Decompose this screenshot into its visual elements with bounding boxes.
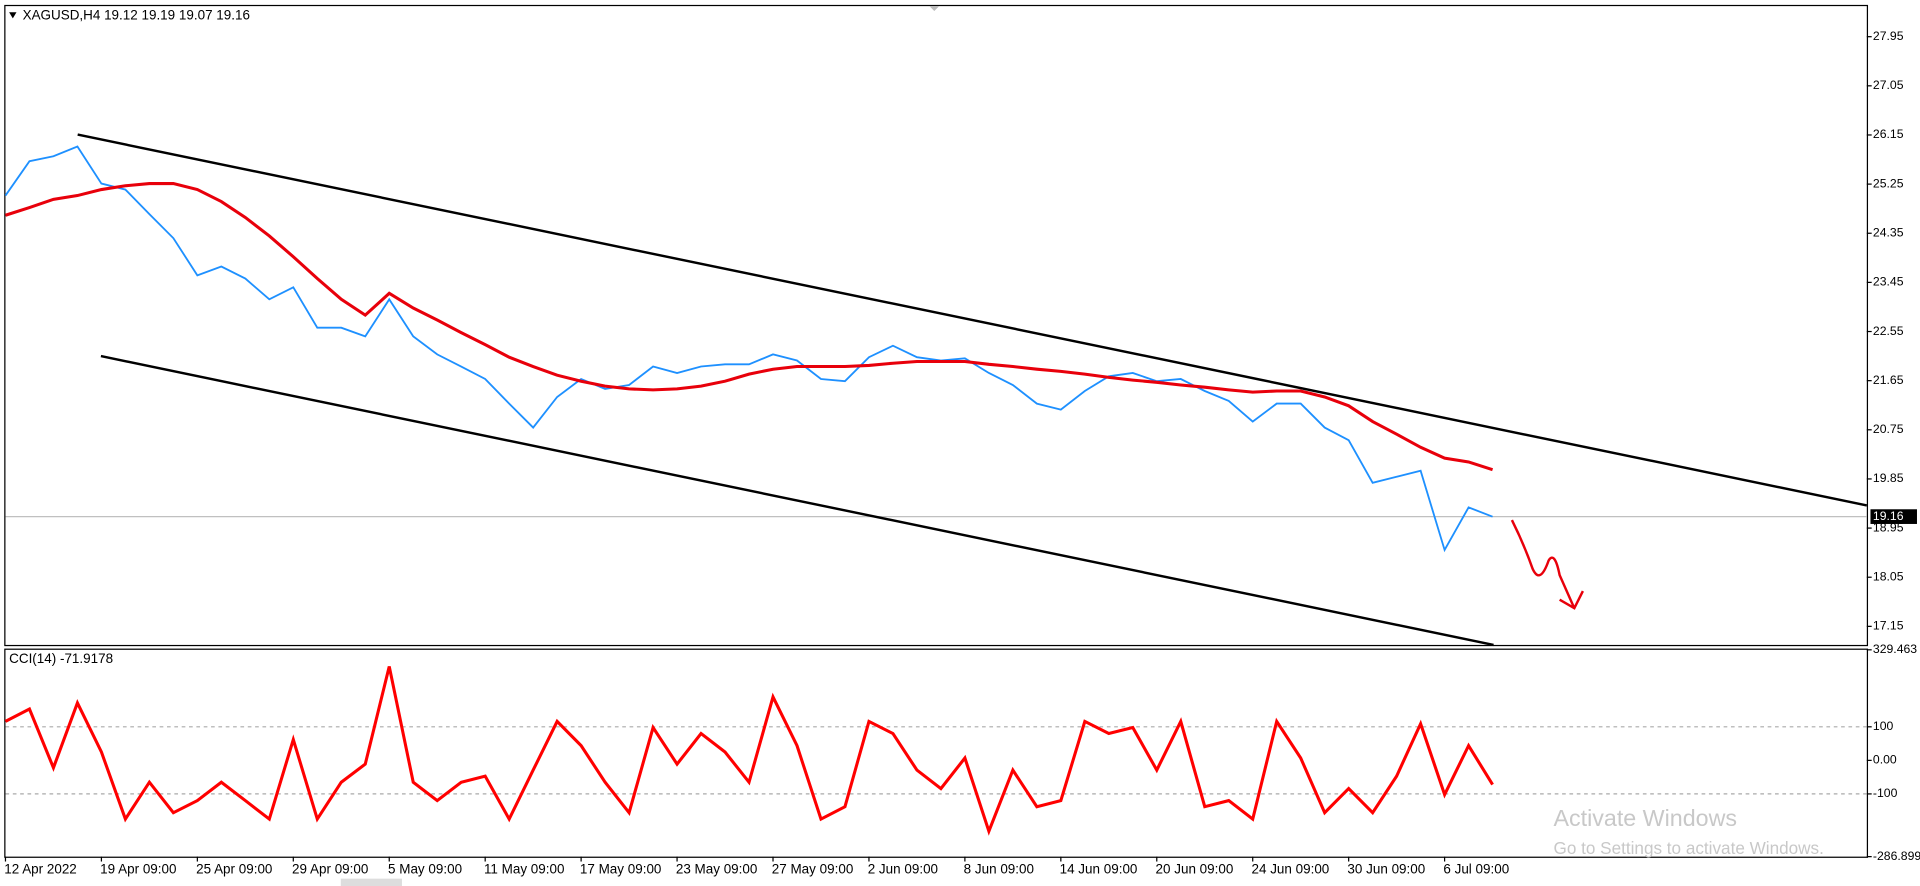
x-tick-label: 29 Apr 09:00: [292, 862, 368, 877]
menu-triangle: [9, 12, 17, 19]
scroll-tab[interactable]: [340, 878, 402, 886]
x-tick-label: 19 Apr 09:00: [100, 862, 176, 877]
y-tick-label: 27.95: [1873, 29, 1904, 43]
y-tick-label: 23.45: [1873, 275, 1904, 289]
x-tick-label: 27 May 09:00: [772, 862, 854, 877]
y-tick-label: 329.463: [1873, 642, 1917, 656]
indicator-panel: [4, 648, 1869, 858]
plot-area: 12 Apr 2022 19 Apr 09:00 25 Apr 09:00 29 Ap…: [4, 29, 1920, 877]
symbol-header: XAGUSD,H4 19.12 19.19 19.07 19.16: [23, 7, 250, 22]
channel-upper: [77, 133, 1868, 507]
y-tick-label: 0.00: [1873, 753, 1897, 767]
y-tick-label: 20.75: [1873, 422, 1904, 436]
indicator-header: CCI(14) -71.9178: [9, 651, 113, 666]
shift-marker: [929, 6, 940, 12]
moving-average: [5, 182, 1494, 472]
last-price-label: 19.16: [1873, 509, 1904, 523]
y-tick-label: 22.55: [1873, 324, 1904, 338]
y-tick-label: 17.15: [1873, 619, 1904, 633]
y-tick-label: 25.25: [1873, 176, 1904, 190]
x-tick-label: 25 Apr 09:00: [196, 862, 272, 877]
x-tick-label: 23 May 09:00: [676, 862, 758, 877]
y-tick-label: 26.15: [1873, 127, 1904, 141]
y-tick-label: -100: [1873, 786, 1898, 800]
channel-lower: [100, 354, 1494, 647]
last-price-box: [1870, 509, 1917, 524]
x-tick-label: 30 Jun 09:00: [1347, 862, 1425, 877]
x-tick-label: 2 Jun 09:00: [868, 862, 938, 877]
y-tick-label: 24.35: [1873, 225, 1904, 239]
watermark-title: Activate Windows: [1554, 805, 1737, 831]
watermark-subtitle: Go to Settings to activate Windows.: [1554, 838, 1824, 858]
forecast-arrow: [1510, 519, 1584, 610]
main-panel: [4, 4, 1869, 647]
x-tick-label: 5 May 09:00: [388, 862, 462, 877]
cci-line: [4, 666, 1494, 836]
x-tick-label: 14 Jun 09:00: [1060, 862, 1138, 877]
y-tick-label: -286.899: [1873, 849, 1920, 863]
y-tick-label: 18.05: [1873, 569, 1904, 583]
x-tick-label: 12 Apr 2022: [4, 862, 77, 877]
x-tick-label: 24 Jun 09:00: [1251, 862, 1329, 877]
x-tick-label: 20 Jun 09:00: [1156, 862, 1234, 877]
y-tick-label: 27.05: [1873, 78, 1904, 92]
x-tick-label: 17 May 09:00: [580, 862, 662, 877]
y-tick-label: 21.65: [1873, 373, 1904, 387]
y-tick-label: 19.85: [1873, 471, 1904, 485]
x-tick-label: 8 Jun 09:00: [964, 862, 1034, 877]
x-tick-label: 6 Jul 09:00: [1443, 862, 1509, 877]
y-tick-label: 100: [1873, 719, 1894, 733]
x-tick-label: 11 May 09:00: [484, 862, 565, 877]
price-line: [4, 145, 1493, 553]
